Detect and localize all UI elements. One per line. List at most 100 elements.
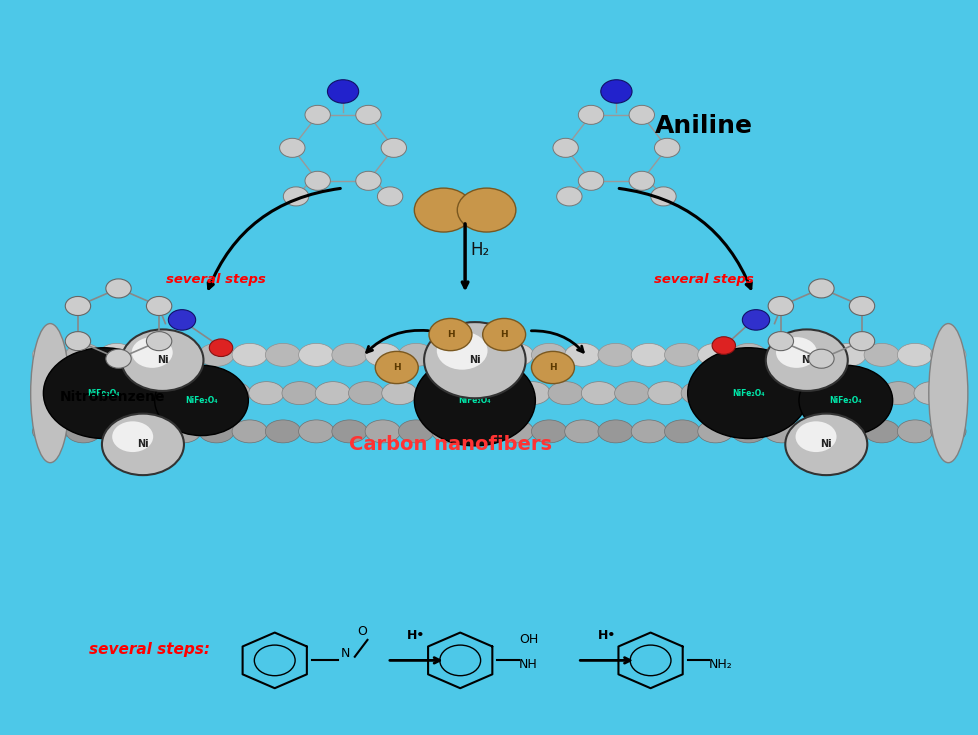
Circle shape	[776, 337, 817, 368]
Text: H•: H•	[407, 629, 425, 642]
Ellipse shape	[165, 343, 200, 366]
Ellipse shape	[498, 420, 533, 443]
Ellipse shape	[864, 420, 899, 443]
Ellipse shape	[564, 420, 600, 443]
Ellipse shape	[99, 343, 134, 366]
Circle shape	[578, 171, 603, 190]
Ellipse shape	[780, 381, 816, 404]
Ellipse shape	[332, 420, 367, 443]
Ellipse shape	[830, 343, 866, 366]
Ellipse shape	[431, 343, 467, 366]
Ellipse shape	[564, 343, 600, 366]
Circle shape	[380, 138, 406, 157]
Circle shape	[414, 188, 472, 232]
Circle shape	[423, 322, 525, 398]
Ellipse shape	[581, 381, 616, 404]
Circle shape	[849, 331, 873, 351]
Text: NiFe₂O₄: NiFe₂O₄	[732, 389, 764, 398]
Ellipse shape	[897, 343, 932, 366]
Circle shape	[155, 365, 248, 436]
Ellipse shape	[115, 381, 151, 404]
Text: H₂: H₂	[469, 241, 489, 259]
Circle shape	[132, 337, 172, 368]
Ellipse shape	[731, 343, 766, 366]
Circle shape	[482, 318, 525, 351]
Ellipse shape	[631, 343, 666, 366]
Circle shape	[711, 337, 734, 354]
Ellipse shape	[697, 420, 733, 443]
Text: several steps: several steps	[653, 273, 753, 286]
Ellipse shape	[830, 420, 866, 443]
Ellipse shape	[365, 343, 400, 366]
Ellipse shape	[514, 381, 550, 404]
Text: N: N	[340, 647, 350, 659]
Ellipse shape	[465, 343, 500, 366]
Circle shape	[784, 414, 867, 475]
Ellipse shape	[880, 381, 915, 404]
Ellipse shape	[298, 420, 333, 443]
Circle shape	[375, 351, 418, 384]
Circle shape	[280, 138, 305, 157]
Ellipse shape	[697, 343, 733, 366]
Ellipse shape	[431, 420, 467, 443]
Circle shape	[457, 188, 515, 232]
Text: several steps: several steps	[166, 273, 266, 286]
Circle shape	[305, 171, 330, 190]
Text: Carbon nanofibers: Carbon nanofibers	[348, 435, 552, 454]
Circle shape	[531, 351, 574, 384]
Ellipse shape	[182, 381, 217, 404]
Text: Ni: Ni	[156, 355, 168, 365]
Circle shape	[741, 309, 769, 330]
Text: H•: H•	[597, 629, 615, 642]
Ellipse shape	[199, 420, 234, 443]
Ellipse shape	[199, 343, 234, 366]
Text: Ni: Ni	[800, 355, 812, 365]
Text: O: O	[357, 625, 367, 637]
Circle shape	[578, 105, 603, 124]
Text: Nitrobenzene: Nitrobenzene	[60, 390, 165, 404]
Circle shape	[650, 187, 676, 206]
Ellipse shape	[248, 381, 284, 404]
Circle shape	[768, 296, 793, 315]
Circle shape	[629, 171, 654, 190]
Ellipse shape	[631, 420, 666, 443]
Ellipse shape	[481, 381, 516, 404]
Text: Ni: Ni	[468, 355, 480, 365]
Text: Aniline: Aniline	[654, 114, 752, 138]
Ellipse shape	[448, 381, 483, 404]
Ellipse shape	[398, 420, 433, 443]
Ellipse shape	[32, 343, 67, 366]
Ellipse shape	[864, 343, 899, 366]
Ellipse shape	[930, 343, 965, 366]
Text: H: H	[500, 330, 508, 339]
Text: NiFe₂O₄: NiFe₂O₄	[185, 396, 217, 405]
Circle shape	[378, 187, 402, 206]
Text: several steps:: several steps:	[89, 642, 210, 657]
Ellipse shape	[232, 420, 267, 443]
Ellipse shape	[928, 323, 967, 463]
Circle shape	[687, 348, 808, 439]
Circle shape	[66, 296, 91, 315]
Text: NiFe₂O₄: NiFe₂O₄	[458, 396, 491, 405]
Ellipse shape	[282, 381, 317, 404]
Ellipse shape	[365, 420, 400, 443]
Ellipse shape	[531, 420, 566, 443]
Circle shape	[305, 105, 330, 124]
Ellipse shape	[298, 343, 333, 366]
Ellipse shape	[381, 381, 417, 404]
Ellipse shape	[30, 323, 69, 463]
Circle shape	[768, 331, 793, 351]
Ellipse shape	[598, 343, 633, 366]
Ellipse shape	[165, 420, 200, 443]
Text: OH: OH	[518, 634, 538, 646]
Text: NiFe₂O₄: NiFe₂O₄	[87, 389, 120, 398]
Ellipse shape	[747, 381, 782, 404]
Circle shape	[436, 331, 487, 370]
Ellipse shape	[647, 381, 683, 404]
Circle shape	[795, 421, 835, 452]
Circle shape	[43, 348, 164, 439]
Text: H: H	[549, 363, 556, 372]
Ellipse shape	[132, 420, 167, 443]
Ellipse shape	[731, 420, 766, 443]
Ellipse shape	[149, 381, 184, 404]
